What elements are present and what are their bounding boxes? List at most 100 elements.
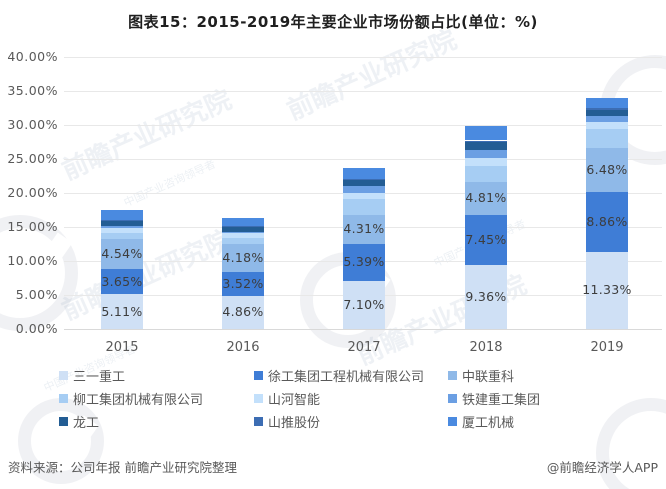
gridline — [64, 329, 662, 330]
data-label: 7.10% — [343, 296, 385, 312]
bar-segment-徐工集团工程机械有限公司 — [586, 191, 628, 252]
x-axis-label: 2016 — [226, 340, 260, 355]
bar-segment-中联重科 — [343, 214, 385, 245]
bar-segment-厦工机械 — [586, 98, 628, 109]
bar-segment-三一重工 — [343, 280, 385, 329]
legend-label: 龙工 — [73, 416, 100, 431]
gridline — [64, 57, 662, 58]
bar-segment-山推股份 — [343, 178, 385, 180]
y-axis-tick-label: 25.00% — [7, 151, 58, 166]
data-label: 4.18% — [222, 249, 264, 265]
data-label: 4.31% — [343, 221, 385, 237]
bar-segment-徐工集团工程机械有限公司 — [343, 244, 385, 281]
legend-swatch-icon — [448, 394, 457, 403]
bar-segment-铁建重工集团 — [222, 232, 264, 234]
x-axis-label: 2018 — [469, 340, 503, 355]
bar-segment-山河智能 — [586, 122, 628, 129]
data-label: 9.36% — [465, 289, 507, 305]
bar-segment-三一重工 — [465, 265, 507, 329]
bar-segment-三一重工 — [222, 295, 264, 329]
gridline — [64, 159, 662, 160]
y-axis-tick-label: 10.00% — [7, 253, 58, 268]
bar-segment-龙工 — [222, 226, 264, 233]
y-axis-tick-label: 0.00% — [15, 321, 58, 336]
legend-item: 徐工集团工程机械有限公司 — [254, 368, 425, 385]
data-label: 4.81% — [465, 190, 507, 206]
legend-label: 中联重科 — [462, 370, 515, 385]
bar-segment-铁建重工集团 — [101, 226, 143, 228]
data-label: 7.45% — [465, 232, 507, 248]
bar-segment-三一重工 — [101, 294, 143, 329]
gridline — [64, 125, 662, 126]
legend-label: 厦工机械 — [462, 416, 515, 431]
legend-item: 山河智能 — [254, 391, 321, 408]
gridline — [64, 91, 662, 92]
bar-segment-龙工 — [343, 179, 385, 186]
legend-label: 徐工集团工程机械有限公司 — [268, 370, 425, 385]
legend-item: 龙工 — [59, 414, 100, 431]
x-axis-label: 2017 — [347, 340, 381, 355]
legend-item: 三一重工 — [59, 368, 126, 385]
credit-note: @前瞻经济学人APP — [546, 460, 658, 475]
bar-segment-徐工集团工程机械有限公司 — [465, 214, 507, 266]
chart-title: 图表15：2015-2019年主要企业市场份额占比(单位：%) — [128, 13, 538, 31]
legend-label: 三一重工 — [73, 370, 126, 385]
bar-segment-柳工集团机械有限公司 — [101, 233, 143, 239]
data-label: 8.86% — [586, 213, 628, 229]
bar-segment-山推股份 — [465, 140, 507, 142]
legend-swatch-icon — [254, 371, 263, 380]
legend-label: 铁建重工集团 — [462, 393, 541, 408]
data-label: 4.54% — [101, 245, 143, 261]
bar-segment-厦工机械 — [343, 167, 385, 179]
legend-swatch-icon — [254, 394, 263, 403]
legend-item: 山推股份 — [254, 414, 321, 431]
bar-segment-中联重科 — [465, 181, 507, 215]
data-label: 5.11% — [101, 303, 143, 319]
legend-swatch-icon — [59, 371, 68, 380]
bar-segment-厦工机械 — [101, 210, 143, 220]
data-label: 11.33% — [582, 282, 632, 298]
legend-label: 山河智能 — [268, 393, 321, 408]
bar-segment-铁建重工集团 — [465, 150, 507, 159]
data-label: 3.65% — [101, 273, 143, 289]
bar-segment-柳工集团机械有限公司 — [343, 199, 385, 215]
legend-item: 厦工机械 — [448, 414, 515, 431]
bar-segment-山河智能 — [465, 158, 507, 167]
legend-item: 铁建重工集团 — [448, 391, 541, 408]
y-axis-tick-label: 20.00% — [7, 185, 58, 200]
x-axis-label: 2019 — [590, 340, 624, 355]
legend-swatch-icon — [448, 417, 457, 426]
bar-segment-龙工 — [586, 109, 628, 117]
legend-swatch-icon — [59, 394, 68, 403]
bar-segment-山河智能 — [222, 233, 264, 239]
legend-swatch-icon — [59, 417, 68, 426]
y-axis-tick-label: 15.00% — [7, 219, 58, 234]
x-axis-label: 2015 — [105, 340, 139, 355]
bar-segment-厦工机械 — [222, 217, 264, 226]
bar-segment-山河智能 — [101, 227, 143, 234]
bar-segment-龙工 — [465, 141, 507, 151]
bar-segment-厦工机械 — [465, 125, 507, 141]
bar-segment-山河智能 — [343, 193, 385, 200]
y-axis-tick-label: 35.00% — [7, 83, 58, 98]
data-label: 4.86% — [222, 304, 264, 320]
bar-segment-柳工集团机械有限公司 — [222, 238, 264, 244]
legend-label: 山推股份 — [268, 416, 321, 431]
bar-segment-龙工 — [101, 220, 143, 227]
source-note: 资料来源：公司年报 前瞻产业研究院整理 — [8, 460, 237, 475]
legend-item: 中联重科 — [448, 368, 515, 385]
bar-segment-中联重科 — [586, 147, 628, 192]
legend-label: 柳工集团机械有限公司 — [73, 393, 204, 408]
bar-segment-三一重工 — [586, 251, 628, 329]
data-label: 5.39% — [343, 254, 385, 270]
y-axis-tick-label: 40.00% — [7, 49, 58, 64]
bar-segment-铁建重工集团 — [343, 185, 385, 193]
bar-segment-柳工集团机械有限公司 — [465, 166, 507, 182]
data-label: 6.48% — [586, 161, 628, 177]
bar-segment-徐工集团工程机械有限公司 — [101, 269, 143, 295]
data-label: 3.52% — [222, 275, 264, 291]
bar-segment-柳工集团机械有限公司 — [586, 128, 628, 148]
bar-segment-中联重科 — [222, 243, 264, 272]
